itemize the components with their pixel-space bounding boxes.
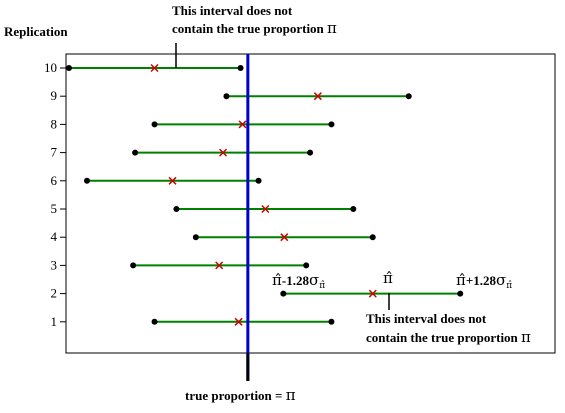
- interval-high-9: [405, 93, 412, 100]
- y-tick-label-9: 9: [51, 88, 58, 103]
- upper-bound-text: +1.28: [466, 273, 497, 288]
- bottom-annotation-text: contain the true proportion: [366, 330, 521, 345]
- estimate-mark-3: [215, 261, 224, 270]
- lower-pi-hat: π̂: [272, 271, 282, 289]
- estimate-mark-4: [280, 233, 289, 242]
- interval-high-8: [328, 121, 335, 128]
- interval-high-4: [369, 234, 376, 241]
- true-proportion-label: true proportion = π: [185, 386, 296, 404]
- top-annotation-pi: π: [327, 19, 337, 37]
- interval-low-6: [83, 177, 90, 184]
- lower-sigma-sub: π̂: [319, 280, 325, 291]
- interval-high-1: [328, 318, 335, 325]
- y-tick-label-3: 3: [51, 257, 58, 272]
- top-annotation-text: contain the true proportion: [172, 21, 327, 36]
- estimate-mark-1: [234, 317, 243, 326]
- lower-bound-label: π̂-1.28σπ̂: [272, 271, 325, 291]
- plot-frame: [65, 53, 556, 354]
- top-annotation-line2: contain the true proportion π: [172, 19, 337, 37]
- upper-sigma: σ: [496, 271, 506, 289]
- interval-high-7: [307, 149, 314, 156]
- interval-low-8: [151, 121, 158, 128]
- interval-low-5: [173, 206, 180, 212]
- true-proportion-pi: π: [286, 386, 296, 404]
- y-tick-label-8: 8: [51, 116, 58, 131]
- estimate-mark-2: [368, 289, 377, 298]
- y-tick-label-1: 1: [51, 314, 58, 329]
- y-tick-label-6: 6: [51, 173, 58, 188]
- interval-high-6: [255, 177, 262, 184]
- bottom-annotation-line1: This interval does not: [366, 311, 487, 326]
- estimate-mark-9: [313, 92, 322, 101]
- estimate-mark-7: [219, 148, 228, 157]
- lower-bound-text: -1.28: [282, 273, 310, 288]
- interval-high-2: [457, 290, 464, 297]
- upper-pi-hat: π̂: [456, 271, 466, 289]
- y-axis-ticks: 10 9 8 7 6 5 4 3 2 1: [44, 60, 66, 329]
- y-tick-label-4: 4: [51, 229, 58, 244]
- estimate-label: π̂: [383, 269, 393, 287]
- estimate-mark-10: [150, 63, 159, 73]
- interval-high-5: [350, 206, 357, 212]
- interval-low-7: [132, 149, 139, 156]
- upper-bound-label: π̂+1.28σπ̂: [456, 271, 512, 291]
- estimate-pi-hat: π̂: [383, 269, 393, 287]
- upper-sigma-sub: π̂: [506, 280, 512, 291]
- y-axis-title: Replication: [4, 24, 68, 39]
- y-tick-label-10: 10: [44, 60, 57, 75]
- y-tick-label-2: 2: [51, 286, 58, 301]
- interval-high-3: [303, 262, 310, 269]
- estimate-mark-6: [168, 176, 177, 185]
- interval-high-10: [237, 65, 244, 71]
- bottom-annotation-pi: π: [521, 328, 531, 346]
- lower-sigma: σ: [309, 271, 319, 289]
- interval-low-9: [223, 93, 230, 100]
- estimate-mark-8: [238, 120, 247, 129]
- interval-low-10: [66, 65, 72, 71]
- true-proportion-text: true proportion =: [185, 388, 286, 403]
- bottom-annotation-line2: contain the true proportion π: [366, 328, 531, 346]
- interval-low-2: [280, 290, 287, 297]
- y-tick-label-7: 7: [51, 145, 58, 160]
- interval-low-3: [130, 262, 137, 269]
- y-tick-label-5: 5: [51, 201, 58, 216]
- interval-low-4: [192, 234, 199, 241]
- top-annotation-line1: This interval does not: [172, 3, 293, 18]
- interval-low-1: [151, 318, 158, 325]
- interval-series: [66, 63, 464, 326]
- estimate-mark-5: [261, 204, 270, 214]
